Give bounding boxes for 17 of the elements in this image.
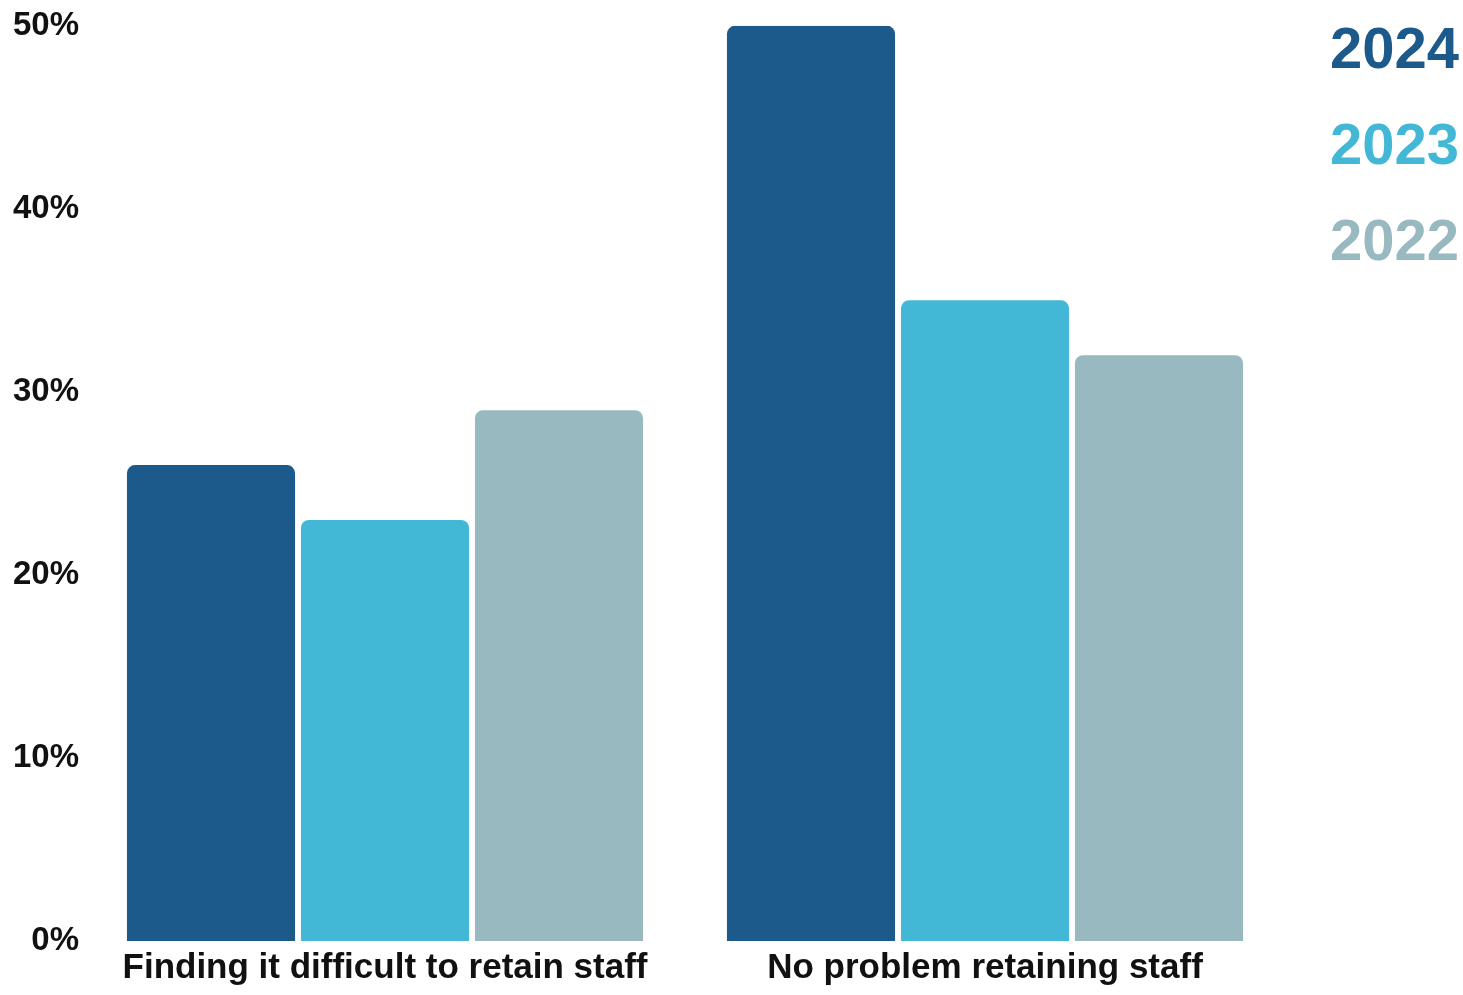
text: 2023 [1329,110,1459,178]
y-tick-label: 50% [12,4,79,42]
bar [726,25,896,941]
y-tick-label: 20% [12,554,79,592]
x-tick-label: No problem retaining staff [767,945,1204,985]
bar [300,520,470,941]
bar [474,410,644,941]
y-tick-label: 40% [12,187,79,225]
text: 2024 [1329,14,1459,82]
y-tick-label: 10% [12,737,79,775]
bar [900,300,1070,941]
y-tick-label: 30% [12,370,79,408]
bar [126,465,296,941]
bar [1074,355,1244,941]
x-tick-label: Finding it difficult to retain staff [122,945,648,985]
text: 2022 [1329,206,1459,274]
y-tick-label: 0% [31,920,79,958]
